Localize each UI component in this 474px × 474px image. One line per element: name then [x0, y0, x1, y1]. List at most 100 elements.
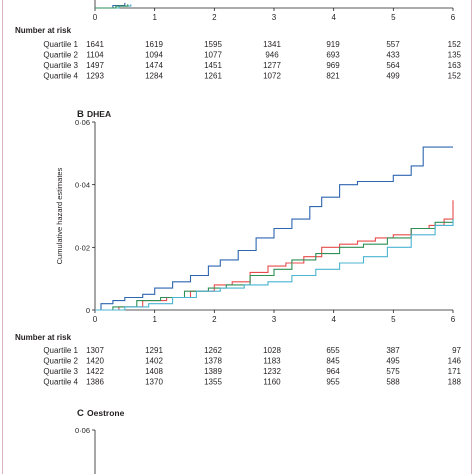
panel-a-risk-cell: 946	[265, 51, 279, 60]
panel-b-risk-cell: 1408	[145, 367, 163, 376]
panel-a-risk-cell: 557	[386, 40, 400, 49]
panel-a-risk-cell: 821	[326, 72, 340, 81]
panel-a-x-tick-label: 4	[331, 13, 336, 22]
right-page-border	[471, 0, 472, 474]
panel-b-risk-cell: 1386	[86, 378, 104, 387]
panel-b-risk-cell: 188	[448, 378, 462, 387]
panel-a-risk-cell: 919	[326, 40, 340, 49]
panel-a-risk-cell: 1293	[86, 72, 104, 81]
panel-a-risk-cell: 969	[326, 61, 340, 70]
panel-b-series-line-4	[95, 219, 454, 311]
panel-b-risk-cell: 495	[386, 357, 400, 366]
panel-a-risk-cell: 152	[448, 72, 462, 81]
panel-a-risk-cell: 1641	[86, 40, 104, 49]
panel-b-risk-cell: 1307	[86, 346, 104, 355]
panel-b-x-tick-label: 6	[451, 315, 456, 324]
panel-a-x-tick-label: 0	[93, 13, 98, 22]
panel-a-risk-cell: 499	[386, 72, 400, 81]
panel-b-panel-letter: B	[77, 109, 84, 120]
panel-a-risk-cell: 135	[448, 51, 462, 60]
panel-b-y-axis-label: Cumulative hazard estimates	[55, 167, 64, 264]
panel-b-risk-cell: 575	[386, 367, 400, 376]
panel-a-risk-cell: 152	[448, 40, 462, 49]
panel-b-series-line-1	[95, 146, 453, 311]
panel-b-risk-cell: 1232	[263, 367, 281, 376]
panel-a-risk-cell: 163	[448, 61, 462, 70]
panel-a-risk-cell: 1077	[204, 51, 222, 60]
panel-b-risk-cell: 1183	[263, 357, 281, 366]
panel-b-y-tick-label: 0·06	[75, 118, 90, 127]
panel-b-y-tick-label: 0·02	[75, 243, 90, 252]
panel-b-x-tick-label: 5	[391, 315, 396, 324]
panel-b-risk-row-label: Quartile 4	[43, 378, 78, 387]
panel-b-risk-cell: 655	[326, 346, 340, 355]
panel-b-risk-cell: 1160	[263, 378, 281, 387]
panel-b-x-tick-label: 2	[212, 315, 217, 324]
panel-b-risk-cell: 171	[448, 367, 462, 376]
panel-b-chart-title: DHEA	[87, 109, 111, 119]
panel-b-risk-cell: 97	[452, 346, 461, 355]
panel-b-risk-cell: 1378	[204, 357, 222, 366]
panel-b-risk-cell: 1262	[204, 346, 222, 355]
panel-a-x-tick-label: 3	[272, 13, 277, 22]
panel-a-risk-cell: 693	[326, 51, 340, 60]
panel-b-risk-table-title: Number at risk	[15, 333, 72, 342]
panel-c-chart-title: Oestrone	[87, 408, 125, 418]
panel-b-risk-cell: 1370	[145, 378, 163, 387]
panel-b-y-tick-label: 0	[86, 306, 90, 315]
panel-b-risk-cell: 1291	[145, 346, 163, 355]
panel-b-risk-cell: 1420	[86, 357, 104, 366]
panel-b-risk-cell: 1422	[86, 367, 104, 376]
panel-a-risk-cell: 1451	[204, 61, 222, 70]
panel-a-risk-row-label: Quartile 3	[43, 61, 78, 70]
panel-b-x-tick-label: 1	[152, 315, 157, 324]
panel-a-risk-cell: 1094	[145, 51, 163, 60]
panel-b-risk-row-label: Quartile 2	[43, 357, 78, 366]
left-page-border	[2, 0, 3, 474]
panel-b-x-tick-label: 4	[331, 315, 336, 324]
panel-b-risk-row-label: Quartile 3	[43, 367, 78, 376]
panel-b-series-line-3	[95, 219, 454, 311]
panel-a-risk-cell: 433	[386, 51, 400, 60]
panel-a-x-tick-label: 6	[451, 13, 456, 22]
panel-a-risk-cell: 1104	[86, 51, 104, 60]
panel-a-risk-cell: 1261	[204, 72, 222, 81]
panel-b-x-tick-label: 3	[272, 315, 277, 324]
panel-b-risk-cell: 588	[386, 378, 400, 387]
panel-a-risk-row-label: Quartile 2	[43, 51, 78, 60]
panel-b-risk-cell: 1402	[145, 357, 163, 366]
panel-b-risk-cell: 845	[326, 357, 340, 366]
panel-b-y-tick-label: 0·04	[75, 181, 90, 190]
panel-a-risk-cell: 1277	[263, 61, 281, 70]
panel-b-risk-cell: 1355	[204, 378, 222, 387]
panel-a-risk-cell: 1474	[145, 61, 163, 70]
panel-a-risk-cell: 1072	[263, 72, 281, 81]
panel-b-series-line-2	[95, 200, 454, 311]
panel-a-risk-cell: 564	[386, 61, 400, 70]
panel-a-risk-cell: 1619	[145, 40, 163, 49]
panel-a-risk-row-label: Quartile 4	[43, 72, 78, 81]
panel-a-series-line-1	[95, 2, 126, 9]
panel-a-x-tick-label: 5	[391, 13, 396, 22]
panel-a-risk-cell: 1341	[263, 40, 281, 49]
panel-a-series-line-3	[95, 4, 129, 9]
panel-b-risk-cell: 146	[448, 357, 462, 366]
panel-a-risk-row-label: Quartile 1	[43, 40, 78, 49]
panel-b-risk-row-label: Quartile 1	[43, 346, 78, 355]
panel-b-risk-cell: 1389	[204, 367, 222, 376]
panel-b-risk-cell: 387	[386, 346, 400, 355]
panel-c-panel-letter: C	[77, 408, 84, 419]
panel-a-risk-table-title: Number at risk	[15, 26, 72, 35]
panel-b-risk-cell: 964	[326, 367, 340, 376]
panel-a-risk-cell: 1595	[204, 40, 222, 49]
panel-b-risk-cell: 1028	[263, 346, 281, 355]
panel-b-x-tick-label: 0	[93, 315, 98, 324]
panel-a-risk-cell: 1497	[86, 61, 104, 70]
panel-b-risk-cell: 955	[326, 378, 340, 387]
panel-a-risk-cell: 1284	[145, 72, 163, 81]
panel-a-x-tick-label: 2	[212, 13, 217, 22]
panel-a-x-tick-label: 1	[152, 13, 157, 22]
panel-c-y-tick-label: 0·06	[75, 426, 90, 435]
